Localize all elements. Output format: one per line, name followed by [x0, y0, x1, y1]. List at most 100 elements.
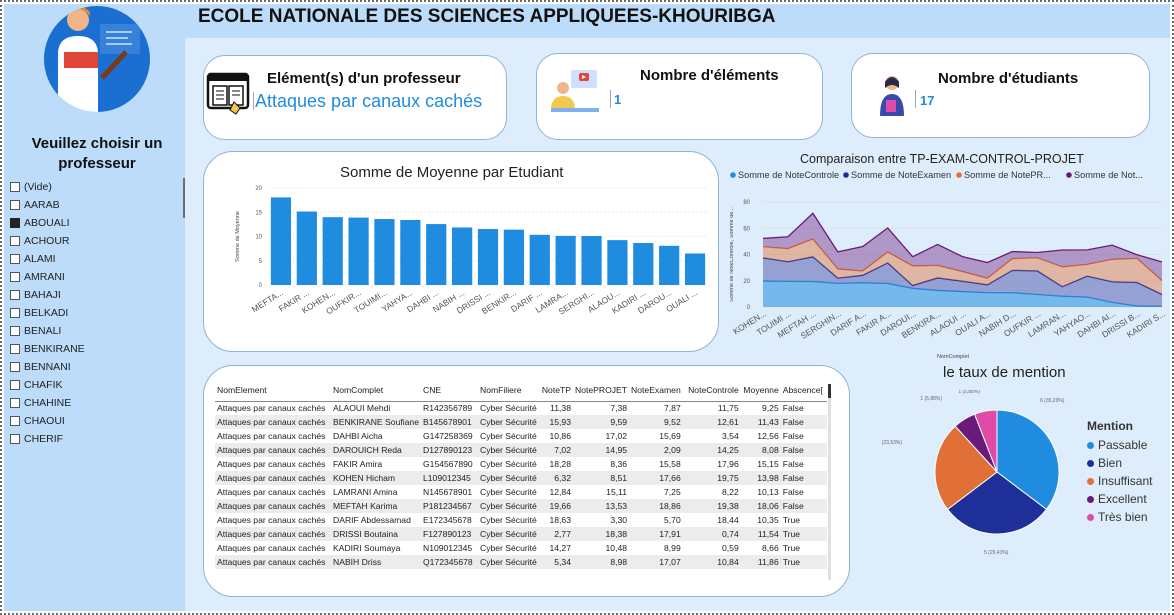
- bar[interactable]: [503, 229, 524, 285]
- table-column-header[interactable]: NoteTP: [538, 379, 573, 402]
- slicer-checkbox[interactable]: [10, 380, 20, 390]
- slicer-item[interactable]: ACHOUR: [10, 232, 178, 250]
- table-column-header[interactable]: CNE: [420, 379, 478, 402]
- slicer-checkbox[interactable]: [10, 434, 20, 444]
- bar[interactable]: [684, 253, 706, 285]
- table-cell: 8,98: [572, 555, 630, 569]
- pie-legend-item[interactable]: Très bien: [1087, 508, 1174, 526]
- slicer-checkbox[interactable]: [10, 272, 20, 282]
- table-cell: Attaques par canaux cachés: [217, 459, 326, 469]
- area-series-fill[interactable]: [763, 239, 1162, 295]
- table-scrollbar-track[interactable]: [828, 384, 831, 580]
- slicer-item[interactable]: CHAFIK: [10, 376, 178, 394]
- slicer-item[interactable]: BAHAJI: [10, 286, 178, 304]
- slicer-checkbox[interactable]: [10, 398, 20, 408]
- table-column-header[interactable]: NoteExamen: [629, 379, 683, 402]
- bar[interactable]: [477, 229, 499, 285]
- pie-legend-item[interactable]: Passable: [1087, 436, 1174, 454]
- slicer-checkbox[interactable]: [10, 236, 20, 246]
- table-row[interactable]: Attaques par canaux cachés MEFTAH Karima P…: [215, 499, 827, 513]
- slicer-checkbox[interactable]: [10, 218, 20, 228]
- table-column-header[interactable]: NomElement: [215, 379, 331, 402]
- table-row[interactable]: Attaques par canaux cachés LAMRANI Amina N…: [215, 485, 827, 499]
- table-row[interactable]: Attaques par canaux cachés DRISSI Boutain…: [215, 527, 827, 541]
- table-row[interactable]: Attaques par canaux cachés DAHBI Aicha G14…: [215, 429, 827, 443]
- slicer-checkbox[interactable]: [10, 254, 20, 264]
- bar[interactable]: [633, 242, 654, 285]
- slicer-item[interactable]: CHAHINE: [10, 394, 178, 412]
- pie-slice[interactable]: [934, 425, 998, 511]
- slicer-item[interactable]: (Vide): [10, 178, 178, 196]
- table-column-header[interactable]: NomComplet: [331, 379, 421, 402]
- pie-legend-item[interactable]: Insuffisant: [1087, 472, 1174, 490]
- table-scroll-up[interactable]: [828, 384, 831, 398]
- bar[interactable]: [296, 211, 317, 285]
- slicer-item[interactable]: AMRANI: [10, 268, 178, 286]
- slicer-checkbox[interactable]: [10, 290, 20, 300]
- table-cell: N109012345: [422, 543, 473, 553]
- slicer-checkbox[interactable]: [10, 362, 20, 372]
- table-row[interactable]: Attaques par canaux cachés FAKIR Amira G15…: [215, 457, 827, 471]
- slicer-checkbox[interactable]: [10, 416, 20, 426]
- table-row[interactable]: Attaques par canaux cachés KADIRI Soumaya…: [215, 541, 827, 555]
- table-column-header[interactable]: NotePROJET: [572, 379, 630, 402]
- nb-etudiants-title: Nombre d'étudiants: [938, 70, 1079, 87]
- slicer-checkbox[interactable]: [10, 308, 20, 318]
- bar[interactable]: [607, 240, 628, 285]
- table-cell: G154567890: [422, 459, 473, 469]
- pie-slice[interactable]: [946, 471, 1048, 535]
- slicer-checkbox[interactable]: [10, 182, 20, 192]
- slicer-item[interactable]: AARAB: [10, 196, 178, 214]
- slicer-item[interactable]: CHAOUI: [10, 412, 178, 430]
- bar[interactable]: [348, 217, 369, 285]
- pie-slice[interactable]: [996, 409, 1060, 511]
- table-cell: 9,59: [572, 415, 630, 429]
- slicer-item[interactable]: CHERIF: [10, 430, 178, 448]
- area-series-line: [762, 238, 1163, 282]
- bar[interactable]: [581, 236, 602, 285]
- table-cell: 7,02: [538, 443, 573, 457]
- bar[interactable]: [322, 217, 343, 285]
- slicer-checkbox[interactable]: [10, 326, 20, 336]
- table-column-header[interactable]: NoteControle: [682, 379, 741, 402]
- pie-legend-item[interactable]: Excellent: [1087, 490, 1174, 508]
- pie-data-label: 1 (5,88%): [920, 396, 942, 402]
- slicer-item[interactable]: BENALI: [10, 322, 178, 340]
- slicer-item[interactable]: ABOUALI: [10, 214, 178, 232]
- bar[interactable]: [270, 197, 292, 285]
- table-column-header[interactable]: NomFiliere: [477, 379, 539, 402]
- bar[interactable]: [659, 245, 680, 285]
- table-cell: 18,86: [629, 499, 683, 513]
- slicer-checkbox[interactable]: [10, 200, 20, 210]
- bar[interactable]: [400, 220, 421, 285]
- notes-table-viewport[interactable]: NomElement NomComplet CNE NomFiliere NoteTP N…: [215, 379, 831, 579]
- slicer-item-label: ABOUALI: [24, 217, 70, 229]
- table-row[interactable]: Attaques par canaux cachés DARIF Abdessam…: [215, 513, 827, 527]
- bar[interactable]: [426, 224, 447, 285]
- bar[interactable]: [374, 219, 395, 285]
- bar[interactable]: [529, 234, 550, 285]
- slicer-item[interactable]: BENKIRANE: [10, 340, 178, 358]
- slicer-item[interactable]: ALAMI: [10, 250, 178, 268]
- slicer-checkbox[interactable]: [10, 344, 20, 354]
- table-cell: False: [780, 443, 827, 457]
- pie-slice[interactable]: [973, 409, 998, 473]
- area-series-fill[interactable]: [763, 281, 1162, 307]
- slicer-scrollbar[interactable]: [183, 178, 186, 218]
- pie-legend-item[interactable]: Bien: [1087, 454, 1174, 472]
- table-row[interactable]: Attaques par canaux cachés BENKIRANE Souf…: [215, 415, 827, 429]
- table-row[interactable]: Attaques par canaux cachés NABIH Driss Q17…: [215, 555, 827, 569]
- slicer-item[interactable]: BELKADI: [10, 304, 178, 322]
- bar[interactable]: [452, 227, 473, 285]
- area-series-fill[interactable]: [763, 213, 1162, 281]
- table-column-header[interactable]: Abscence[: [780, 379, 827, 402]
- table-row[interactable]: Attaques par canaux cachés ALAOUI Mehdi R1…: [215, 401, 827, 415]
- bar[interactable]: [555, 235, 576, 285]
- table-row[interactable]: Attaques par canaux cachés DAROUICH Reda D…: [215, 443, 827, 457]
- table-column-header[interactable]: Moyenne: [740, 379, 781, 402]
- table-cell: True: [780, 527, 827, 541]
- main-panel: Elément(s) d'un professeur Attaques par …: [185, 38, 1170, 611]
- slicer-item[interactable]: BENNANI: [10, 358, 178, 376]
- table-cell: False: [782, 431, 804, 441]
- table-row[interactable]: Attaques par canaux cachés KOHEN Hicham L1…: [215, 471, 827, 485]
